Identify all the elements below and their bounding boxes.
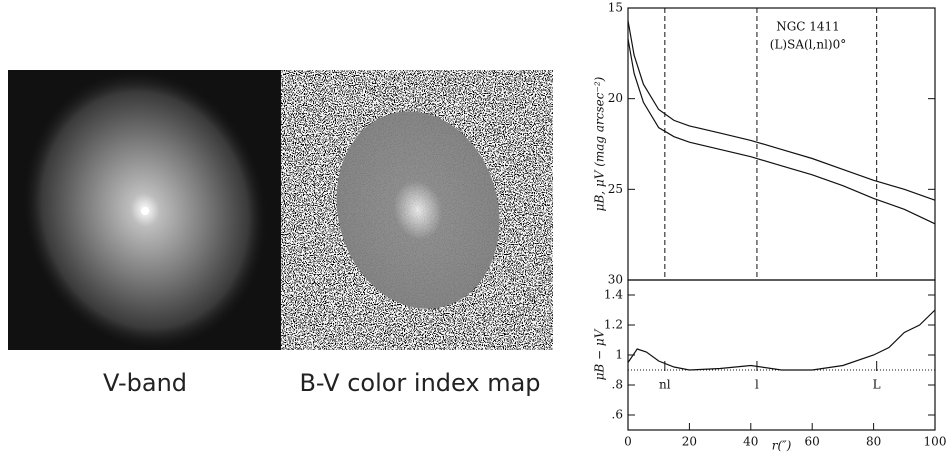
profile-line <box>627 38 936 225</box>
profile-line <box>627 309 936 371</box>
x-tick-label: 100 <box>924 435 947 449</box>
plot-frame <box>627 279 936 431</box>
marker-label: l <box>755 378 759 392</box>
y-tick-label: .6 <box>612 408 623 422</box>
annotation: NGC 1411 <box>776 20 840 34</box>
profile-line <box>627 20 936 201</box>
y-axis-label: μB − μV <box>593 328 607 380</box>
x-tick-label: 20 <box>682 435 697 449</box>
x-tick-label: 0 <box>624 435 632 449</box>
y-tick-label: 1.4 <box>604 288 623 302</box>
marker-label: nl <box>659 378 671 392</box>
marker-label: L <box>873 378 881 392</box>
y-tick-label: 25 <box>608 182 623 196</box>
y-tick-label: 20 <box>608 91 623 105</box>
y-axis-label: μB, μV (mag arcsec⁻²) <box>593 76 607 211</box>
y-tick-label: .8 <box>612 378 623 392</box>
x-tick-label: 80 <box>866 435 881 449</box>
annotation: (L)SA(l,nl)0° <box>770 38 846 52</box>
image-caption: B-V color index map <box>299 369 540 397</box>
y-tick-label: 1.2 <box>604 318 623 332</box>
image-caption: V-band <box>103 369 187 397</box>
y-tick-label: 1 <box>615 348 623 362</box>
x-axis-label: r(″) <box>772 439 792 453</box>
nucleus <box>141 207 149 215</box>
x-tick-label: 60 <box>805 435 820 449</box>
color-map-core <box>336 111 500 309</box>
y-tick-label: 30 <box>608 273 623 287</box>
y-tick-label: 15 <box>608 1 623 15</box>
x-tick-label: 40 <box>743 435 758 449</box>
